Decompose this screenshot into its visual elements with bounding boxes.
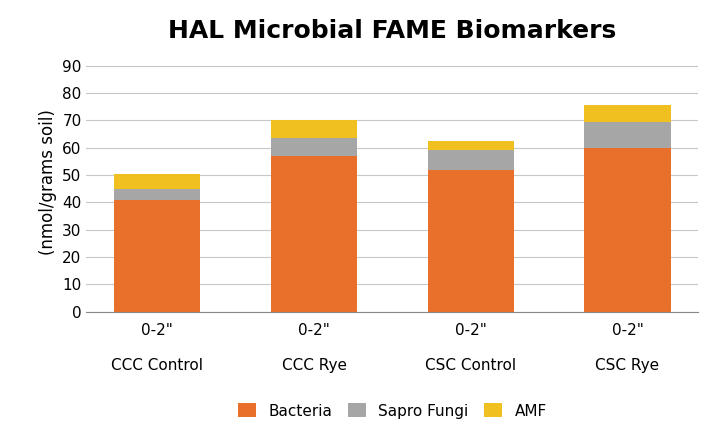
Bar (271, 120, 357, 138)
Bar (114, 189, 200, 200)
Bar (114, 174, 200, 189)
Bar (271, 156, 357, 312)
Bar (428, 170, 514, 312)
Title: HAL Microbial FAME Biomarkers: HAL Microbial FAME Biomarkers (168, 19, 616, 43)
Bar (271, 138, 357, 156)
Bar (585, 148, 670, 312)
Bar (428, 150, 514, 170)
Bar (585, 105, 670, 122)
Legend: Bacteria, Sapro Fungi, AMF: Bacteria, Sapro Fungi, AMF (232, 397, 553, 425)
Bar (428, 141, 514, 150)
Y-axis label: (nmol/grams soil): (nmol/grams soil) (39, 109, 57, 255)
Bar (585, 122, 670, 148)
Bar (114, 200, 200, 312)
